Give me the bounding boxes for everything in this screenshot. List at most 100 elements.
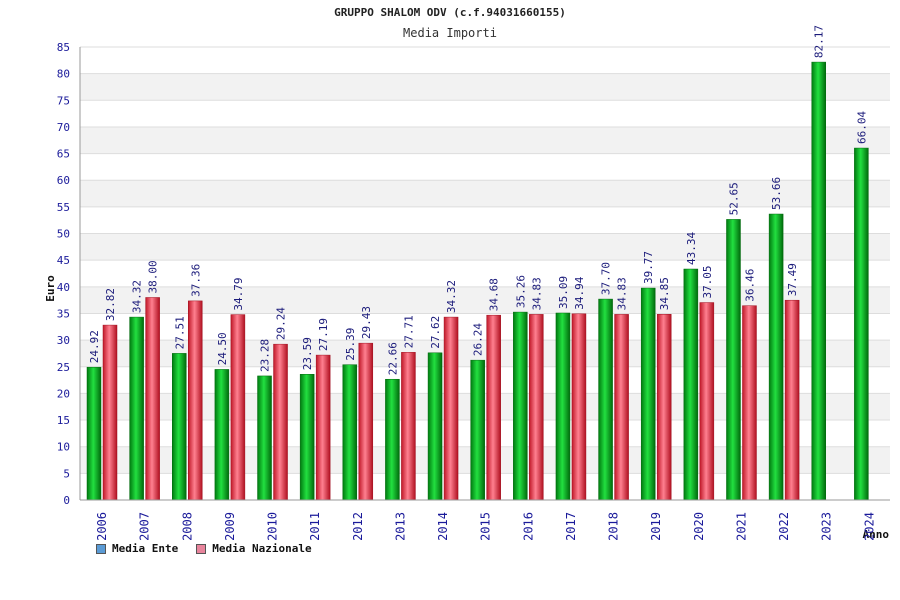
data-label-media-nazionale-2018: 34.83: [616, 277, 629, 310]
y-tick-label: 25: [57, 361, 70, 374]
x-axis-title: Anno: [863, 528, 890, 541]
data-label-media-ente-2019: 39.77: [642, 251, 655, 284]
bar-media-nazionale-2011: [315, 354, 331, 501]
data-label-media-nazionale-2022: 37.49: [786, 263, 799, 296]
x-tick-label-2010: 2010: [266, 512, 280, 541]
grid-band: [80, 260, 890, 287]
bar-media-ente-2022: [768, 213, 784, 501]
x-tick-label-2009: 2009: [223, 512, 237, 541]
data-label-media-ente-2018: 37.70: [600, 262, 613, 295]
data-label-media-ente-2015: 26.24: [472, 323, 485, 356]
chart-legend: Media Ente Media Nazionale: [96, 542, 312, 555]
data-label-media-ente-2006: 24.92: [88, 330, 101, 363]
y-tick-label: 50: [57, 228, 70, 241]
y-tick-label: 65: [57, 148, 70, 161]
bar-media-ente-2017: [555, 312, 571, 501]
data-label-media-ente-2023: 82.17: [813, 25, 826, 58]
bar-media-nazionale-2012: [358, 342, 374, 501]
y-tick-label: 60: [57, 174, 70, 187]
data-label-media-ente-2009: 24.50: [216, 332, 229, 365]
grid-band: [80, 126, 890, 154]
grid-band: [80, 47, 890, 74]
data-label-media-ente-2007: 34.32: [131, 280, 144, 313]
data-label-media-nazionale-2009: 34.79: [232, 277, 245, 310]
grid-band: [80, 206, 890, 234]
legend-label-media-ente: Media Ente: [112, 542, 179, 555]
data-label-media-ente-2014: 27.62: [429, 316, 442, 349]
data-label-media-ente-2017: 35.09: [557, 276, 570, 309]
data-label-media-ente-2016: 35.26: [514, 275, 527, 308]
bar-media-ente-2012: [342, 364, 358, 501]
bar-media-ente-2020: [683, 268, 699, 501]
data-label-media-nazionale-2006: 32.82: [104, 288, 117, 321]
bar-media-nazionale-2006: [102, 324, 118, 501]
y-axis-title: Euro: [44, 275, 57, 302]
legend-swatch-media-ente: [96, 543, 106, 554]
x-tick-label-2011: 2011: [308, 512, 322, 541]
bar-media-ente-2009: [214, 369, 230, 501]
data-label-media-nazionale-2016: 34.83: [530, 277, 543, 310]
data-label-media-ente-2013: 22.66: [386, 342, 399, 375]
data-label-media-ente-2012: 25.39: [344, 328, 357, 361]
bar-media-ente-2019: [640, 287, 656, 501]
x-tick-label-2022: 2022: [777, 512, 791, 541]
bar-media-ente-2013: [385, 378, 400, 501]
x-tick-label-2006: 2006: [95, 512, 109, 541]
y-tick-label: 0: [63, 494, 70, 507]
bar-media-nazionale-2018: [614, 314, 629, 501]
data-label-media-nazionale-2019: 34.85: [658, 277, 671, 310]
x-tick-label-2018: 2018: [607, 512, 621, 541]
data-label-media-nazionale-2017: 34.94: [573, 276, 586, 309]
y-tick-label: 35: [57, 307, 70, 320]
bar-media-nazionale-2022: [784, 299, 800, 501]
y-tick-label: 40: [57, 281, 70, 294]
bar-media-nazionale-2017: [571, 313, 587, 501]
data-label-media-ente-2024: 66.04: [855, 111, 868, 144]
data-label-media-ente-2008: 27.51: [173, 316, 186, 349]
y-tick-label: 15: [57, 414, 70, 427]
x-tick-label-2007: 2007: [138, 512, 152, 541]
data-label-media-nazionale-2011: 27.19: [317, 318, 330, 351]
bar-media-nazionale-2019: [656, 314, 672, 501]
grid-band: [80, 73, 890, 101]
x-tick-label-2023: 2023: [820, 512, 834, 541]
x-tick-label-2014: 2014: [436, 512, 450, 541]
data-label-media-ente-2020: 43.34: [685, 232, 698, 265]
legend-item-media-ente: Media Ente: [96, 542, 178, 555]
x-tick-label-2017: 2017: [564, 512, 578, 541]
bar-media-nazionale-2007: [145, 297, 160, 501]
bar-media-nazionale-2016: [529, 314, 544, 501]
bar-media-ente-2023: [811, 61, 826, 501]
data-label-media-nazionale-2012: 29.43: [360, 306, 373, 339]
bar-media-nazionale-2008: [188, 300, 203, 501]
bar-media-ente-2014: [427, 352, 443, 501]
bar-media-ente-2018: [598, 298, 613, 501]
bar-media-ente-2011: [299, 374, 315, 501]
y-tick-label: 45: [57, 254, 70, 267]
bar-media-ente-2008: [172, 353, 187, 501]
y-tick-label: 70: [57, 121, 70, 134]
grid-band: [80, 180, 890, 207]
data-label-media-nazionale-2021: 36.46: [743, 269, 756, 302]
bar-media-nazionale-2015: [486, 314, 501, 501]
x-tick-label-2016: 2016: [521, 512, 535, 541]
data-label-media-nazionale-2015: 34.68: [488, 278, 501, 311]
grid-band: [80, 233, 890, 261]
bar-media-ente-2016: [513, 311, 528, 501]
bar-media-nazionale-2009: [230, 314, 246, 501]
chart-title: GRUPPO SHALOM ODV (c.f.94031660155): [334, 6, 566, 19]
data-label-media-nazionale-2010: 29.24: [275, 307, 288, 340]
x-tick-label-2024: 2024: [862, 512, 876, 541]
x-tick-label-2013: 2013: [393, 512, 407, 541]
data-label-media-ente-2011: 23.59: [301, 337, 314, 370]
chart-subtitle: Media Importi: [403, 26, 497, 40]
x-tick-label-2019: 2019: [649, 512, 663, 541]
data-label-media-nazionale-2020: 37.05: [701, 265, 714, 298]
legend-swatch-media-nazionale: [196, 543, 207, 554]
x-tick-label-2008: 2008: [180, 512, 194, 541]
legend-item-media-nazionale: Media Nazionale: [196, 542, 312, 555]
bar-media-ente-2015: [470, 359, 485, 501]
data-label-media-ente-2010: 23.28: [259, 339, 272, 372]
y-tick-label: 80: [57, 68, 70, 81]
